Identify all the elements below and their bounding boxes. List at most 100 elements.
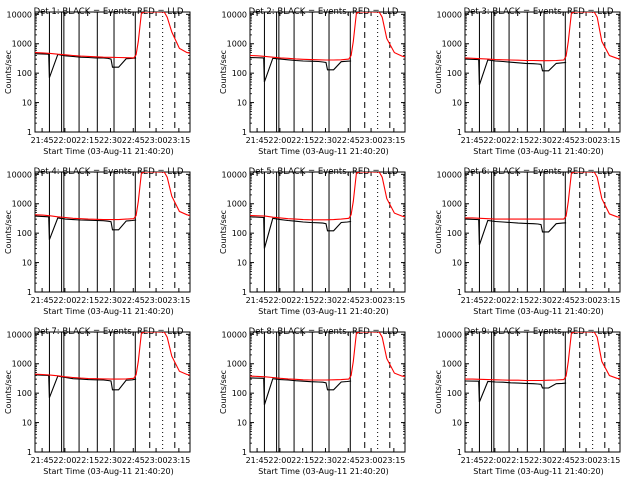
y-tick-label: 10000: [437, 10, 462, 19]
x-tick-label: 22:45: [552, 296, 575, 305]
series-lld-line: [250, 172, 405, 221]
x-tick-label: 23:15: [167, 136, 190, 145]
plot-frame: [34, 171, 191, 293]
x-tick-label: 23:15: [597, 456, 620, 465]
series-events-line: [465, 58, 567, 86]
x-tick-label: 22:15: [506, 296, 529, 305]
y-tick-label: 100: [17, 389, 32, 398]
series-events-line: [35, 374, 137, 398]
x-tick-label: 21:45: [31, 456, 54, 465]
x-tick-label: 22:30: [529, 456, 552, 465]
y-axis-label: Counts/sec: [4, 50, 13, 94]
x-axis-label: Start Time (03-Aug-11 21:40:20): [258, 147, 389, 156]
x-axis-label: Start Time (03-Aug-11 21:40:20): [43, 307, 174, 316]
x-tick-label: 22:15: [76, 296, 99, 305]
x-tick-label: 21:45: [461, 456, 484, 465]
y-tick-label: 1000: [442, 200, 462, 209]
series-lld-line: [465, 12, 620, 62]
x-tick-label: 22:30: [314, 136, 337, 145]
x-axis-label: Start Time (03-Aug-11 21:40:20): [473, 147, 604, 156]
series-lld-line: [35, 332, 190, 380]
y-tick-label: 1: [457, 448, 462, 457]
plot-frame: [249, 11, 406, 133]
panel-det-4: Det 4: BLACK = Events, RED = LLD11010010…: [4, 167, 191, 316]
x-tick-label: 22:15: [506, 456, 529, 465]
plot-data: [250, 12, 405, 83]
x-tick-label: 22:00: [483, 296, 506, 305]
series-events-line: [250, 56, 352, 83]
panel-det-2: Det 2: BLACK = Events, RED = LLD11010010…: [219, 7, 406, 156]
y-tick-label: 1: [27, 128, 32, 137]
x-tick-label: 22:45: [552, 456, 575, 465]
x-tick-label: 23:00: [145, 456, 168, 465]
plot-frame: [34, 11, 191, 133]
x-tick-label: 21:45: [461, 136, 484, 145]
x-axis-label: Start Time (03-Aug-11 21:40:20): [43, 147, 174, 156]
y-tick-label: 10000: [437, 330, 462, 339]
y-tick-label: 10: [237, 99, 247, 108]
y-axis-label: Counts/sec: [434, 210, 443, 254]
y-tick-label: 1: [27, 288, 32, 297]
y-tick-label: 100: [17, 69, 32, 78]
x-tick-label: 22:00: [53, 296, 76, 305]
y-tick-label: 1000: [12, 200, 32, 209]
y-tick-label: 1: [242, 128, 247, 137]
series-events-line: [250, 216, 352, 249]
y-tick-label: 10: [237, 259, 247, 268]
y-axis-label: Counts/sec: [434, 370, 443, 414]
plot-frame: [464, 331, 621, 453]
x-tick-label: 23:15: [382, 456, 405, 465]
series-lld-line: [35, 172, 190, 221]
x-tick-label: 22:00: [53, 456, 76, 465]
x-tick-label: 22:30: [529, 136, 552, 145]
x-tick-label: 21:45: [31, 296, 54, 305]
x-tick-label: 22:45: [337, 296, 360, 305]
x-tick-label: 22:30: [99, 136, 122, 145]
y-axis-label: Counts/sec: [219, 210, 228, 254]
x-tick-label: 22:00: [483, 136, 506, 145]
x-tick-label: 22:45: [552, 136, 575, 145]
x-tick-label: 22:15: [291, 296, 314, 305]
x-tick-label: 22:15: [291, 136, 314, 145]
x-tick-label: 21:45: [246, 296, 269, 305]
panel-det-5: Det 5: BLACK = Events, RED = LLD11010010…: [219, 167, 406, 316]
plot-data: [465, 332, 620, 403]
x-tick-label: 22:30: [529, 296, 552, 305]
x-axis-label: Start Time (03-Aug-11 21:40:20): [43, 467, 174, 476]
x-tick-label: 23:00: [145, 136, 168, 145]
plot-data: [250, 332, 405, 406]
y-tick-label: 100: [447, 69, 462, 78]
panel-det-9: Det 9: BLACK = Events, RED = LLD11010010…: [434, 327, 621, 476]
plot-frame: [464, 11, 621, 133]
x-tick-label: 23:00: [575, 136, 598, 145]
series-events-line: [465, 380, 567, 403]
series-lld-line: [465, 172, 620, 220]
x-tick-label: 22:00: [268, 456, 291, 465]
plot-frame: [464, 171, 621, 293]
x-tick-label: 22:15: [506, 136, 529, 145]
series-lld-line: [35, 12, 190, 59]
x-tick-label: 23:00: [360, 296, 383, 305]
x-axis-label: Start Time (03-Aug-11 21:40:20): [473, 307, 604, 316]
y-tick-label: 10: [22, 99, 32, 108]
x-axis-label: Start Time (03-Aug-11 21:40:20): [473, 467, 604, 476]
x-axis-label: Start Time (03-Aug-11 21:40:20): [258, 467, 389, 476]
y-tick-label: 1000: [227, 40, 247, 49]
plot-frame: [249, 331, 406, 453]
y-tick-label: 100: [447, 389, 462, 398]
series-events-line: [250, 377, 352, 406]
x-tick-label: 23:15: [597, 136, 620, 145]
plot-data: [465, 172, 620, 246]
x-tick-label: 23:15: [597, 296, 620, 305]
y-tick-label: 10: [452, 419, 462, 428]
series-lld-line: [250, 12, 405, 61]
y-tick-label: 1: [242, 288, 247, 297]
y-tick-label: 1000: [227, 200, 247, 209]
plot-data: [465, 12, 620, 86]
y-tick-label: 1: [457, 128, 462, 137]
y-tick-label: 10000: [222, 10, 247, 19]
plot-data: [35, 332, 190, 398]
x-tick-label: 21:45: [31, 136, 54, 145]
